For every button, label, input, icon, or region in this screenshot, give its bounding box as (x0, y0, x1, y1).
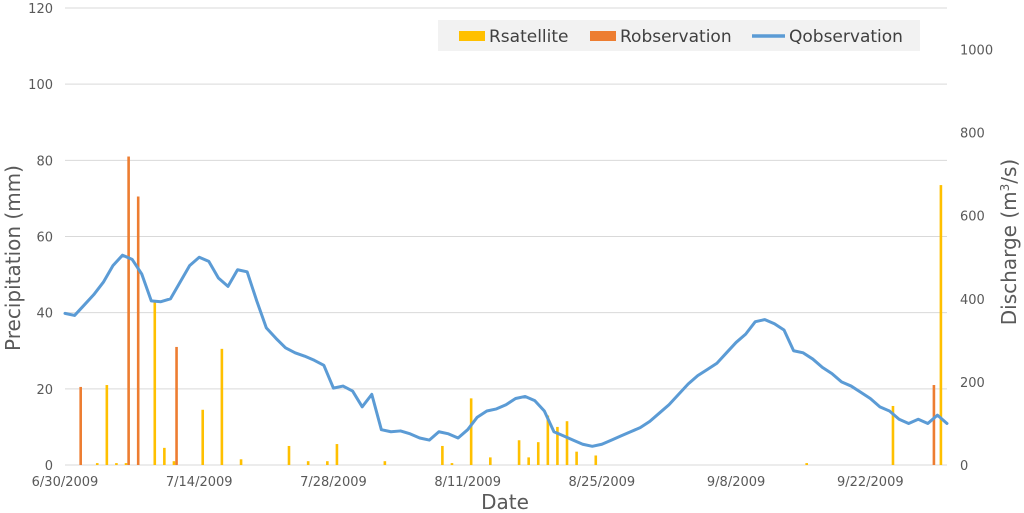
bar-rsatellite (220, 348, 224, 465)
right-tick-label: 400 (960, 293, 985, 308)
bar-rsatellite (335, 444, 339, 465)
bar-rsatellite (565, 421, 569, 465)
y-axis-title-right-end: /s) (997, 159, 1021, 184)
bar-rsatellite (153, 301, 157, 465)
bar-rsatellite (163, 447, 166, 465)
bar-rsatellite (172, 461, 176, 465)
right-tick-label: 1000 (960, 44, 993, 59)
y-axis-title-right: Discharge (m3/s) (997, 159, 1021, 325)
bar-rsatellite (517, 440, 521, 465)
legend-box (438, 20, 920, 51)
bar-rsatellite (489, 457, 492, 465)
bar-rsatellite (469, 398, 473, 465)
bar-rsatellite (306, 461, 310, 465)
line-qobservation (63, 253, 949, 448)
bar-rsatellite (95, 463, 99, 465)
legend-label-rsatellite: Rsatellite (489, 27, 569, 47)
bar-rsatellite (556, 426, 559, 465)
bar-rsatellite (891, 405, 895, 465)
x-tick-label: 9/22/2009 (837, 475, 904, 490)
bar-rsatellite (546, 415, 550, 465)
x-tick-label: 9/8/2009 (707, 475, 765, 490)
bar-rsatellite (239, 459, 243, 465)
bar-rsatellite (450, 463, 454, 465)
x-tick-label: 8/11/2009 (434, 475, 501, 490)
bar-rsatellite (115, 463, 118, 465)
left-axis-ticks: 0 20 40 60 80 100 120 (28, 2, 53, 474)
bar-series (79, 156, 943, 465)
bar-robservation (127, 156, 130, 465)
bar-robservation (136, 196, 140, 465)
x-axis-title: Date (481, 490, 529, 513)
bar-rsatellite (326, 461, 329, 465)
legend: Rsatellite Robservation Qobservation (438, 20, 920, 51)
x-axis-ticks: 6/30/2009 7/14/2009 7/28/2009 8/11/2009 8/25… (32, 475, 904, 490)
bar-robservation (932, 385, 936, 465)
gridlines (65, 7, 947, 466)
bar-rsatellite (383, 461, 387, 465)
left-tick-label: 120 (28, 2, 53, 17)
legend-swatch-robservation (590, 31, 616, 41)
right-tick-label: 200 (960, 376, 985, 391)
bar-rsatellite (939, 185, 943, 465)
left-tick-label: 0 (45, 459, 53, 474)
left-tick-label: 20 (36, 383, 53, 398)
x-tick-label: 7/28/2009 (300, 475, 367, 490)
bar-rsatellite (536, 442, 540, 465)
bar-rsatellite (287, 445, 291, 465)
x-tick-label: 7/14/2009 (166, 475, 233, 490)
bar-robservation (79, 386, 82, 465)
bar-rsatellite (201, 409, 205, 465)
right-tick-label: 600 (960, 210, 985, 225)
legend-label-qobservation: Qobservation (789, 27, 903, 47)
left-tick-label: 80 (36, 154, 53, 169)
bar-robservation (175, 346, 178, 465)
right-tick-label: 0 (960, 459, 968, 474)
legend-label-robservation: Robservation (620, 27, 732, 47)
x-tick-label: 6/30/2009 (32, 475, 99, 490)
bar-rsatellite (527, 457, 530, 465)
bar-rsatellite (124, 463, 128, 465)
line-series (63, 253, 949, 448)
y-axis-title-left: Precipitation (mm) (1, 165, 25, 351)
bar-rsatellite (441, 445, 444, 465)
bar-rsatellite (575, 451, 578, 465)
left-tick-label: 40 (36, 307, 53, 322)
right-tick-label: 800 (960, 127, 985, 142)
right-axis-ticks: 0 200 400 600 800 1000 (960, 44, 993, 474)
left-tick-label: 100 (28, 78, 53, 93)
left-tick-label: 60 (36, 231, 53, 246)
y-axis-title-right-main: Discharge (m (997, 191, 1021, 325)
bar-rsatellite (594, 455, 598, 465)
bar-rsatellite (105, 385, 109, 465)
bar-rsatellite (805, 463, 808, 465)
y-axis-title-right-sup: 3 (998, 184, 1012, 192)
x-tick-label: 8/25/2009 (569, 475, 636, 490)
legend-swatch-rsatellite (459, 31, 485, 41)
